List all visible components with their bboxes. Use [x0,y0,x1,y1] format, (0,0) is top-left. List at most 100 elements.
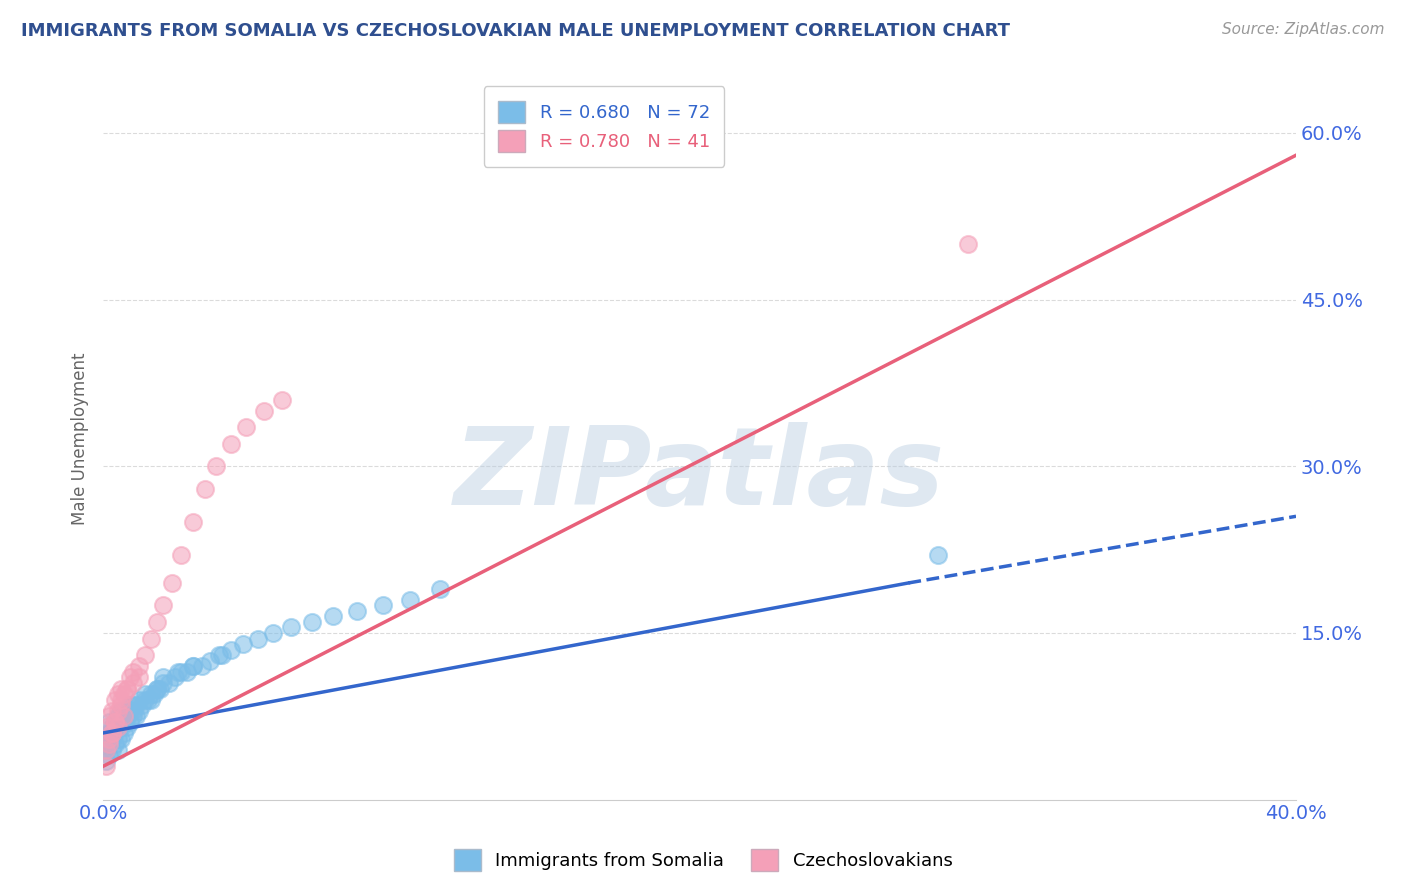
Point [98,748,121,763]
Point [112,726,135,740]
Point [107,704,129,718]
Point [104,714,127,729]
Point [134,687,156,701]
Point [112,714,135,729]
Point [98,737,121,751]
Point [107,687,129,701]
Legend: Immigrants from Somalia, Czechoslovakians: Immigrants from Somalia, Czechoslovakian… [446,842,960,879]
Point [110,720,132,734]
Point [169,548,191,562]
Point [181,515,204,529]
Point [107,720,129,734]
Point [149,681,172,696]
Point [221,642,243,657]
Point [190,659,212,673]
Point [956,237,979,252]
Point [104,692,127,706]
Text: ZIPatlas: ZIPatlas [454,422,945,528]
Point [94,720,117,734]
Point [107,720,129,734]
Point [94,754,117,768]
Point [146,615,169,629]
Point [146,681,169,696]
Point [110,692,132,706]
Point [200,654,222,668]
Point [110,731,132,746]
Point [193,482,215,496]
Point [232,637,254,651]
Point [128,704,150,718]
Point [131,698,153,713]
Point [139,632,162,646]
Point [142,687,165,701]
Point [122,665,145,679]
Y-axis label: Male Unemployment: Male Unemployment [72,352,89,524]
Point [104,714,127,729]
Point [128,670,150,684]
Point [125,698,148,713]
Point [101,726,124,740]
Point [107,709,129,723]
Point [373,598,395,612]
Point [94,731,117,746]
Point [176,665,198,679]
Point [104,726,127,740]
Point [115,709,138,723]
Point [112,687,135,701]
Legend: R = 0.680   N = 72, R = 0.780   N = 41: R = 0.680 N = 72, R = 0.780 N = 41 [484,87,724,167]
Point [128,692,150,706]
Point [98,731,121,746]
Point [101,726,124,740]
Point [98,714,121,729]
Point [107,742,129,756]
Point [118,714,141,729]
Point [181,659,204,673]
Point [112,709,135,723]
Point [235,420,257,434]
Point [152,598,174,612]
Point [98,709,121,723]
Point [139,687,162,701]
Point [205,459,228,474]
Point [169,665,191,679]
Point [122,698,145,713]
Point [262,626,284,640]
Point [181,659,204,673]
Point [115,681,138,696]
Point [429,582,451,596]
Point [152,670,174,684]
Point [136,692,159,706]
Point [115,681,138,696]
Point [94,742,117,756]
Point [128,659,150,673]
Point [94,742,117,756]
Point [104,737,127,751]
Point [122,676,145,690]
Point [301,615,323,629]
Point [247,632,270,646]
Point [166,665,188,679]
Point [208,648,231,663]
Point [134,648,156,663]
Point [221,437,243,451]
Point [110,698,132,713]
Point [112,714,135,729]
Point [101,731,124,746]
Point [101,704,124,718]
Point [101,720,124,734]
Point [94,759,117,773]
Text: IMMIGRANTS FROM SOMALIA VS CZECHOSLOVAKIAN MALE UNEMPLOYMENT CORRELATION CHART: IMMIGRANTS FROM SOMALIA VS CZECHOSLOVAKI… [21,22,1010,40]
Point [107,731,129,746]
Point [271,392,294,407]
Point [115,709,138,723]
Point [118,704,141,718]
Point [280,620,302,634]
Point [125,709,148,723]
Point [157,676,180,690]
Point [134,692,156,706]
Point [346,604,368,618]
Point [160,576,183,591]
Point [211,648,233,663]
Point [152,676,174,690]
Point [927,548,949,562]
